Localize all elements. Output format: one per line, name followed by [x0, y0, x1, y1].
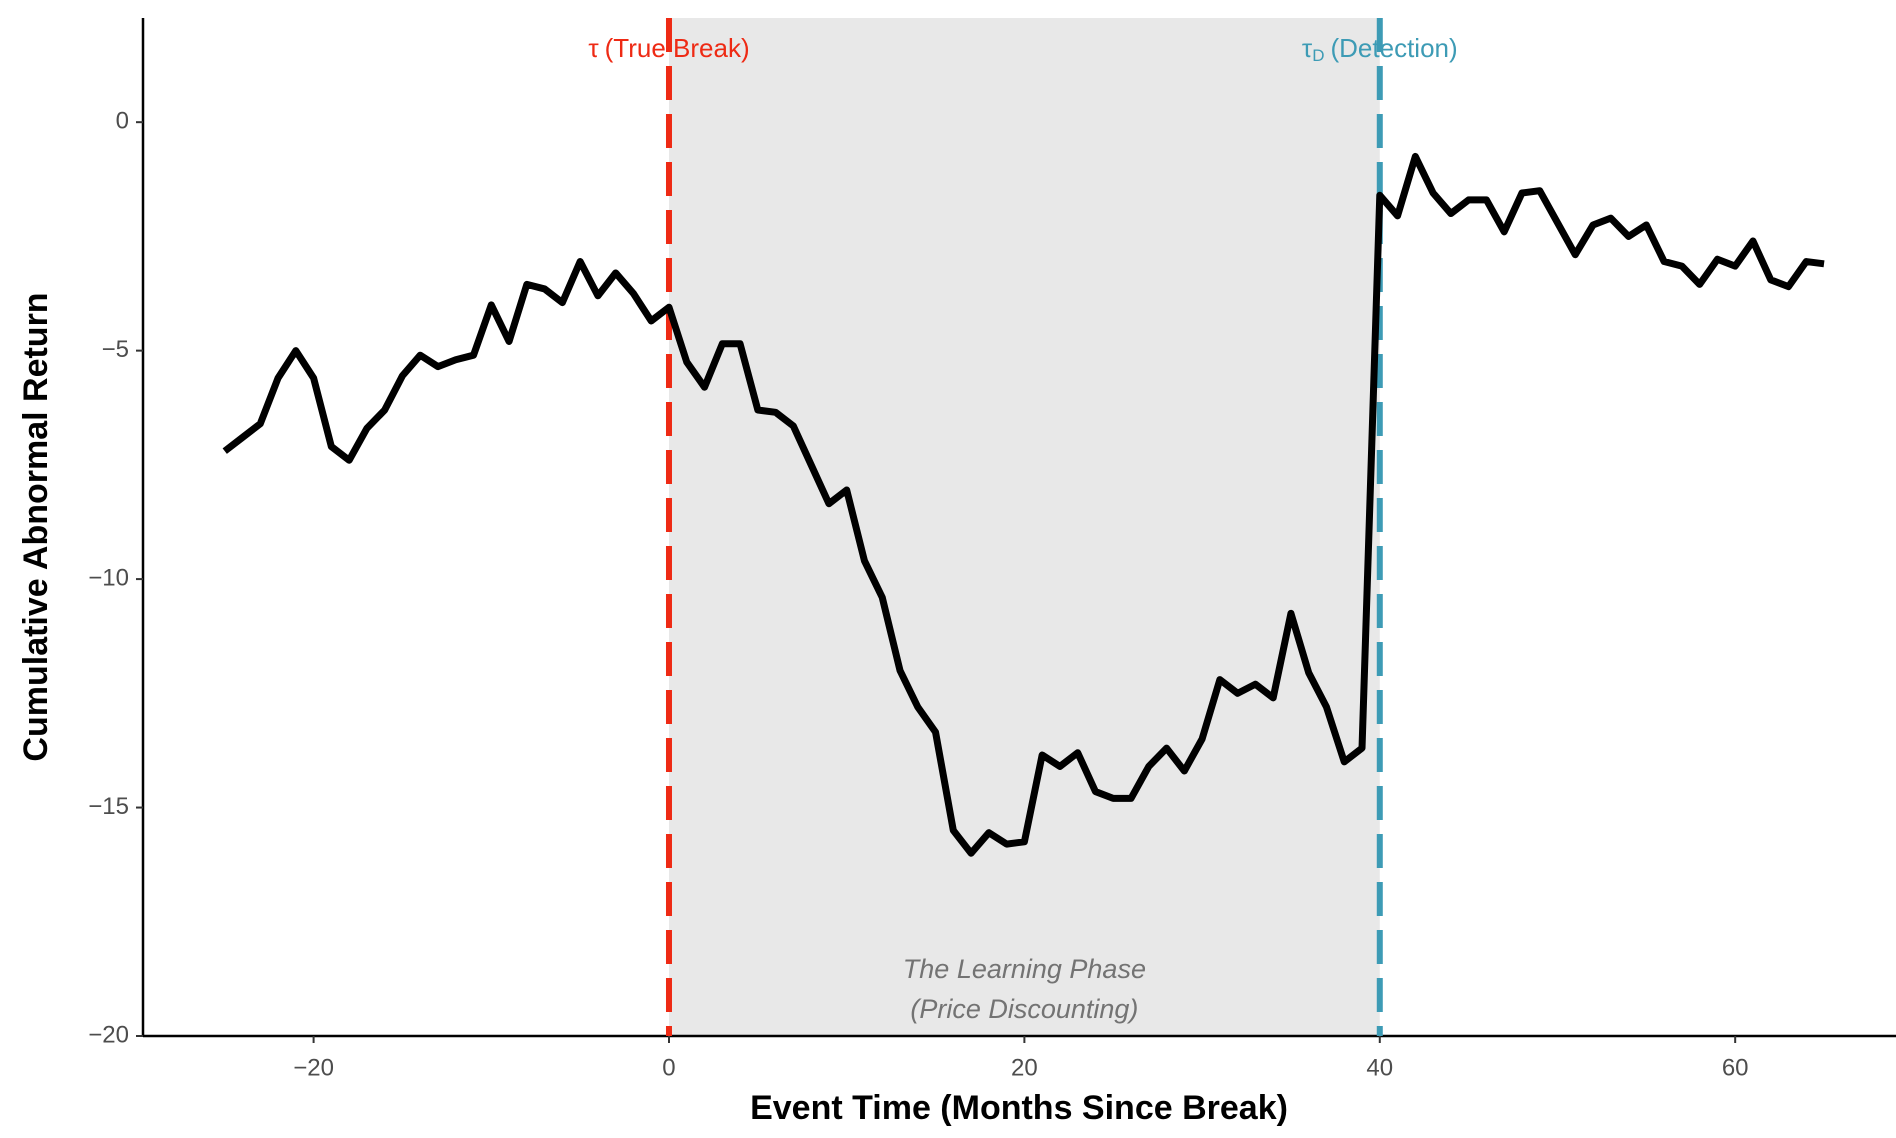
annotation: The Learning Phase [903, 954, 1146, 984]
x-axis-title: Event Time (Months Since Break) [750, 1089, 1288, 1127]
vline-subscript: D [1312, 46, 1324, 65]
y-tick-label: 0 [116, 108, 129, 135]
x-tick-label: 40 [1366, 1054, 1393, 1081]
y-tick-label: −10 [88, 564, 129, 591]
y-axis-title: Cumulative Abnormal Return [17, 292, 55, 761]
vline-text: (True Break) [605, 33, 750, 63]
vline-text: (Detection) [1330, 33, 1457, 63]
vline-symbol: τ [588, 33, 599, 63]
x-tick-label: 60 [1722, 1054, 1749, 1081]
shaded-region [668, 18, 1380, 1036]
data-line [222, 152, 1825, 857]
y-tick-label: −15 [88, 793, 129, 820]
x-tick-label: −20 [293, 1054, 334, 1081]
y-tick-label: −20 [88, 1021, 129, 1048]
annotation: (Price Discounting) [910, 994, 1138, 1024]
x-tick-label: 20 [1011, 1054, 1038, 1081]
vline-symbol: τ [1302, 33, 1313, 63]
vline-label: τ (True Break) [588, 33, 749, 63]
x-tick-label: 0 [662, 1054, 675, 1081]
vline-label: τD (Detection) [1302, 33, 1458, 66]
y-tick-label: −5 [102, 336, 129, 363]
